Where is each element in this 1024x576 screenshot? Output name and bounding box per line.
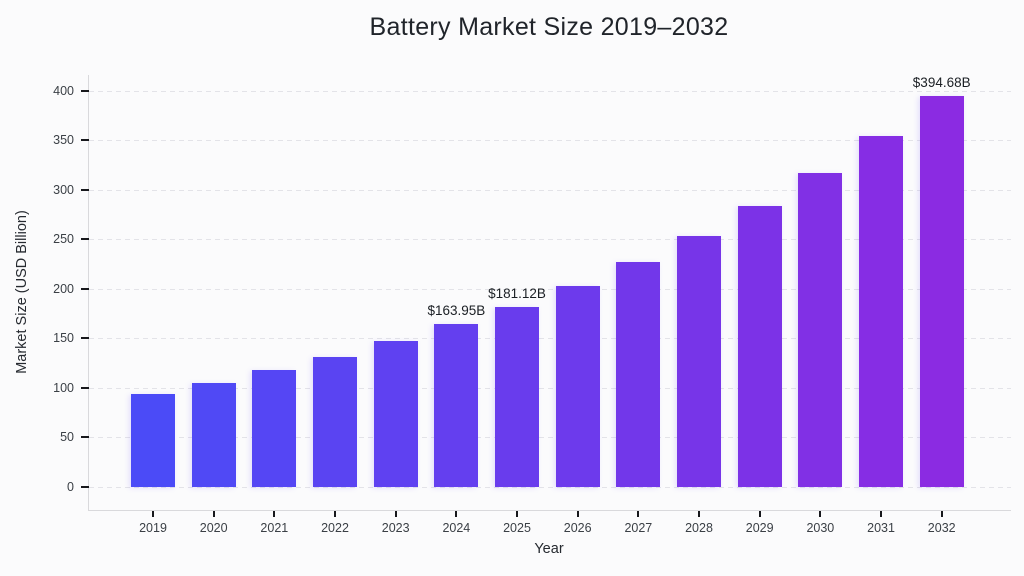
x-tick-mark bbox=[880, 511, 883, 517]
plot-area: 0 50 100 150 200 250 300 350 400 2019 2020 2021 202… bbox=[53, 74, 1011, 535]
x-tick-label: 2021 bbox=[260, 521, 289, 535]
x-axis-title: Year bbox=[534, 541, 564, 557]
y-tick-mark bbox=[81, 436, 89, 438]
x-tick-mark bbox=[516, 511, 519, 517]
bar-2022 bbox=[313, 356, 357, 487]
bar-2023 bbox=[373, 341, 418, 487]
gridline bbox=[89, 437, 1011, 438]
y-tick-mark bbox=[81, 485, 89, 488]
bar-value-label: $181.12B bbox=[488, 286, 546, 302]
x-tick-label: 2022 bbox=[321, 521, 349, 535]
gridline bbox=[89, 387, 1011, 389]
x-tick-label: 2027 bbox=[624, 521, 653, 535]
x-tick-mark bbox=[334, 511, 336, 517]
x-tick-mark bbox=[455, 511, 458, 517]
bar-2019 bbox=[131, 393, 175, 487]
x-tick-label: 2028 bbox=[685, 521, 713, 535]
y-tick-mark bbox=[81, 287, 89, 290]
bar-2031 bbox=[859, 136, 904, 487]
x-tick-mark bbox=[273, 511, 276, 517]
x-tick-label: 2031 bbox=[867, 521, 895, 535]
y-axis-title: Market Size (USD Billion) bbox=[14, 210, 30, 374]
y-tick-mark bbox=[81, 139, 89, 141]
gridline bbox=[89, 140, 1011, 141]
y-tick-label: 400 bbox=[53, 83, 74, 98]
x-tick-label: 2020 bbox=[199, 521, 228, 535]
x-tick-mark bbox=[152, 511, 154, 517]
chart-title: Battery Market Size 2019–2032 bbox=[369, 13, 729, 41]
x-tick-mark bbox=[637, 511, 640, 517]
bar-2029 bbox=[737, 206, 782, 487]
y-tick-label: 300 bbox=[53, 182, 74, 197]
y-tick-label: 200 bbox=[53, 281, 74, 296]
x-tick-label: 2029 bbox=[745, 521, 774, 535]
x-tick-mark bbox=[394, 511, 397, 517]
x-tick-mark bbox=[819, 511, 822, 517]
y-tick-mark bbox=[81, 238, 89, 240]
bar-2026 bbox=[555, 286, 600, 487]
x-tick-label: 2019 bbox=[139, 521, 167, 535]
x-tick-mark bbox=[698, 511, 701, 517]
gridline bbox=[89, 239, 1011, 240]
y-tick-mark bbox=[81, 386, 89, 389]
x-tick-mark bbox=[940, 511, 943, 517]
bar-2030 bbox=[798, 173, 843, 487]
x-tick-mark bbox=[212, 511, 215, 517]
x-tick-mark bbox=[758, 511, 761, 517]
x-tick-mark bbox=[576, 511, 579, 517]
bar-2020 bbox=[191, 382, 236, 487]
y-tick-mark bbox=[81, 337, 89, 339]
x-tick-label: 2030 bbox=[806, 521, 835, 535]
bar-value-label: $163.95B bbox=[427, 303, 486, 319]
y-tick-label: 250 bbox=[53, 232, 74, 246]
bar-2032 bbox=[919, 95, 964, 487]
y-tick-label: 100 bbox=[53, 380, 74, 395]
x-tick-label: 2023 bbox=[381, 521, 410, 535]
y-tick-label: 50 bbox=[60, 430, 74, 444]
bar-2024 bbox=[434, 324, 479, 487]
y-tick-mark bbox=[81, 188, 89, 191]
gridline bbox=[89, 288, 1011, 290]
bar-2025 bbox=[495, 307, 540, 487]
y-tick-label: 0 bbox=[67, 479, 74, 494]
x-tick-label: 2024 bbox=[442, 521, 471, 535]
gridline bbox=[89, 189, 1011, 191]
gridline bbox=[89, 486, 1011, 488]
bar-value-label: $394.68B bbox=[912, 74, 971, 90]
y-tick-label: 150 bbox=[53, 331, 74, 345]
x-tick-label: 2032 bbox=[927, 521, 956, 535]
x-tick-label: 2025 bbox=[503, 521, 531, 535]
gridline bbox=[89, 90, 1011, 92]
x-tick-label: 2026 bbox=[563, 521, 592, 535]
y-tick-mark bbox=[81, 89, 89, 92]
gridline bbox=[89, 338, 1011, 339]
bar-2027 bbox=[616, 262, 661, 487]
bar-2021 bbox=[252, 370, 297, 487]
bar-2028 bbox=[677, 235, 722, 487]
y-tick-label: 350 bbox=[53, 133, 74, 147]
